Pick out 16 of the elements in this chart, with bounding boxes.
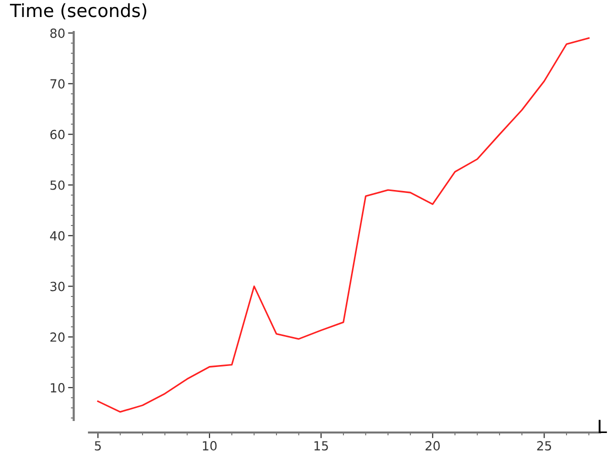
y-tick-label: 20 [50,332,65,342]
y-tick-label: 70 [50,79,65,89]
x-tick-label: 20 [426,441,440,451]
x-axis-title: L [598,420,607,433]
x-tick-label: 5 [94,441,101,451]
y-tick-label: 30 [50,282,65,292]
x-tick-label: 25 [537,441,552,451]
line-series [97,37,590,413]
x-tick-label: 15 [314,441,328,451]
y-tick-label: 80 [50,28,65,38]
x-tick-label: 10 [202,441,217,451]
y-axis-title: Time (seconds) [10,3,146,20]
y-tick-label: 60 [50,130,65,140]
y-tick-label: 50 [50,180,65,190]
y-tick-label: 40 [50,231,65,241]
y-tick-label: 10 [50,383,65,393]
